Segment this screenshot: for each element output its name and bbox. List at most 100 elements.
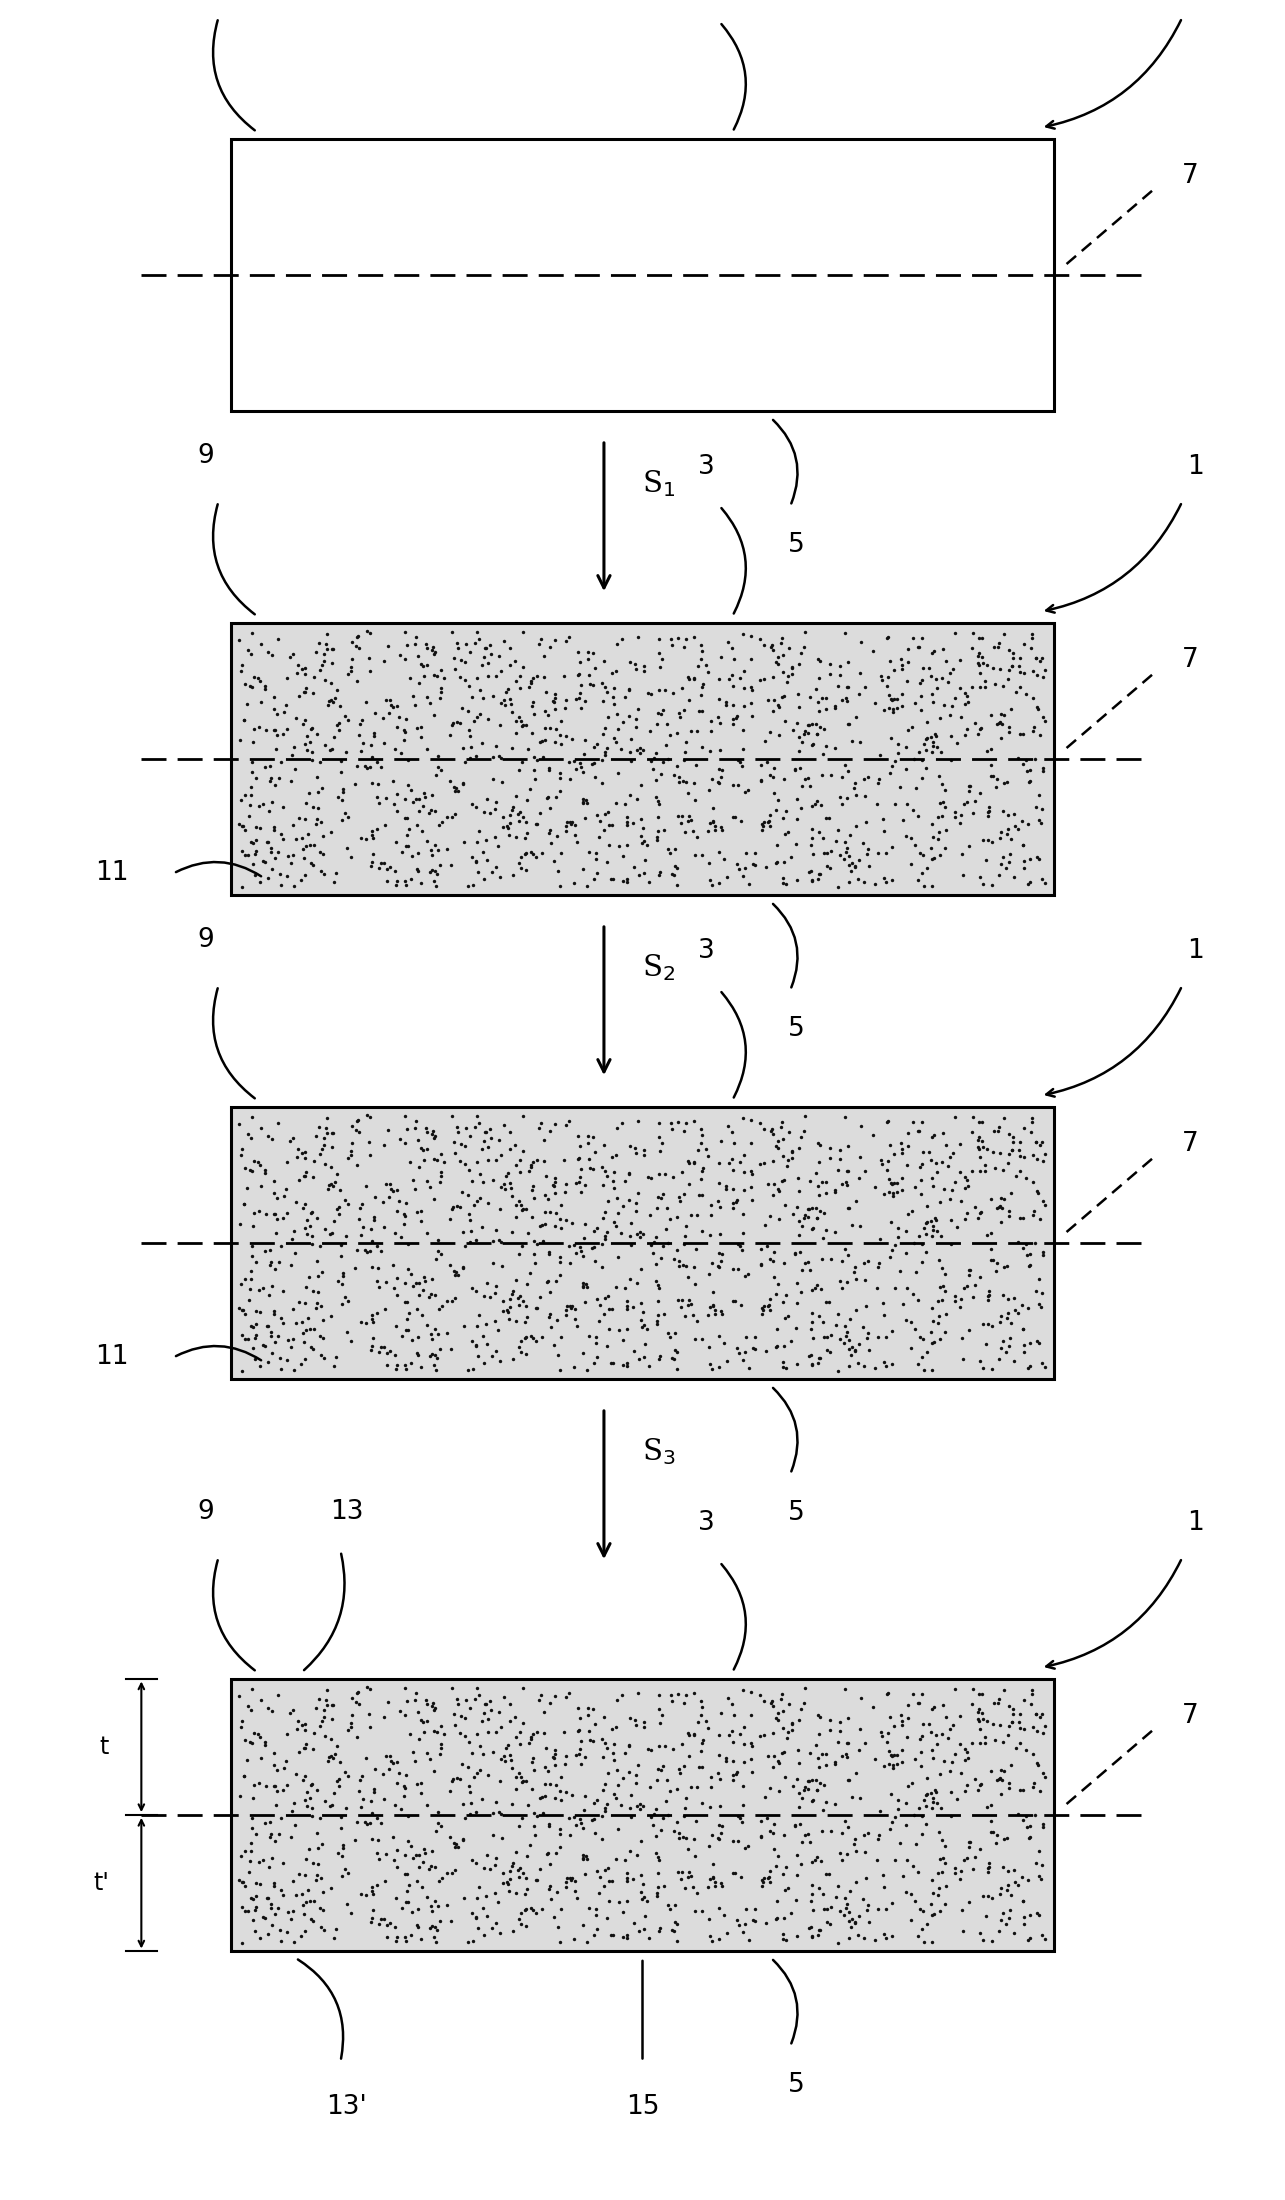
Point <box>425 1925 446 1960</box>
Point <box>609 1885 630 1921</box>
Point <box>460 1775 481 1811</box>
Point <box>294 1758 315 1793</box>
Text: 13: 13 <box>330 1498 364 1525</box>
Point <box>879 1175 899 1210</box>
Point <box>998 631 1019 667</box>
Point <box>323 1789 343 1824</box>
Text: 9: 9 <box>197 1498 215 1525</box>
Point <box>234 702 254 737</box>
Point <box>712 752 732 788</box>
Point <box>762 1118 783 1153</box>
Point <box>878 660 898 695</box>
Point <box>830 1322 851 1357</box>
Point <box>301 1780 321 1815</box>
Point <box>941 719 961 755</box>
Point <box>627 1217 648 1252</box>
Point <box>496 1731 517 1767</box>
Point <box>979 1846 1000 1881</box>
Point <box>804 785 825 821</box>
Point <box>321 1701 342 1736</box>
Point <box>293 706 314 741</box>
Point <box>1001 1747 1022 1782</box>
Point <box>658 1316 678 1351</box>
Point <box>406 1837 427 1872</box>
Point <box>555 1747 576 1782</box>
Point <box>452 1786 473 1822</box>
Point <box>752 1291 772 1327</box>
Point <box>402 783 423 818</box>
Point <box>973 823 993 858</box>
Point <box>401 1894 421 1929</box>
Point <box>229 805 249 840</box>
Point <box>951 700 971 735</box>
Point <box>532 724 553 759</box>
Point <box>483 761 504 796</box>
Point <box>472 1210 492 1245</box>
Point <box>267 717 288 752</box>
Point <box>416 1736 437 1771</box>
Point <box>407 1320 428 1355</box>
Point <box>361 814 382 849</box>
Point <box>235 667 256 702</box>
Point <box>786 781 807 816</box>
Point <box>571 1747 591 1782</box>
Point <box>655 728 676 763</box>
Point <box>700 1217 721 1252</box>
Point <box>613 1349 634 1384</box>
Point <box>648 1870 668 1905</box>
Point <box>267 1679 288 1714</box>
Point <box>816 1857 837 1892</box>
Point <box>831 1841 852 1877</box>
Point <box>350 1113 370 1148</box>
Point <box>908 799 929 834</box>
Point <box>556 805 577 840</box>
Point <box>472 726 492 761</box>
Point <box>986 1826 1006 1861</box>
Point <box>820 1712 840 1747</box>
Point <box>977 1219 997 1254</box>
Point <box>634 823 654 858</box>
Point <box>817 836 838 871</box>
Point <box>790 790 811 825</box>
Point <box>427 1340 447 1375</box>
Point <box>781 658 802 693</box>
Point <box>301 711 321 746</box>
Point <box>377 1918 397 1954</box>
Point <box>709 1718 730 1753</box>
Point <box>317 1687 338 1723</box>
Point <box>953 1342 974 1377</box>
Point <box>283 807 303 843</box>
Point <box>396 867 416 902</box>
Point <box>568 1120 589 1155</box>
Point <box>416 647 437 682</box>
Point <box>838 1725 858 1760</box>
Point <box>231 1353 252 1388</box>
Point <box>619 1261 640 1296</box>
Point <box>312 647 333 682</box>
Point <box>576 1839 596 1874</box>
Point <box>369 785 389 821</box>
Point <box>461 1841 482 1877</box>
Point <box>401 1346 421 1382</box>
Point <box>1002 649 1023 684</box>
Point <box>960 1252 980 1287</box>
Point <box>991 1331 1011 1366</box>
Point <box>882 1313 902 1349</box>
Point <box>691 1111 712 1146</box>
Point <box>274 717 294 752</box>
Point <box>411 1298 432 1333</box>
Point <box>341 1896 361 1932</box>
Point <box>231 1137 252 1173</box>
Point <box>595 669 616 704</box>
Point <box>317 1100 338 1135</box>
Point <box>684 1716 704 1751</box>
Point <box>681 803 702 838</box>
Point <box>959 772 979 807</box>
Point <box>389 638 410 673</box>
Point <box>411 865 432 900</box>
Point <box>301 1767 321 1802</box>
Point <box>344 1250 365 1285</box>
Point <box>260 748 280 783</box>
Point <box>813 1195 834 1230</box>
Point <box>762 1144 783 1179</box>
